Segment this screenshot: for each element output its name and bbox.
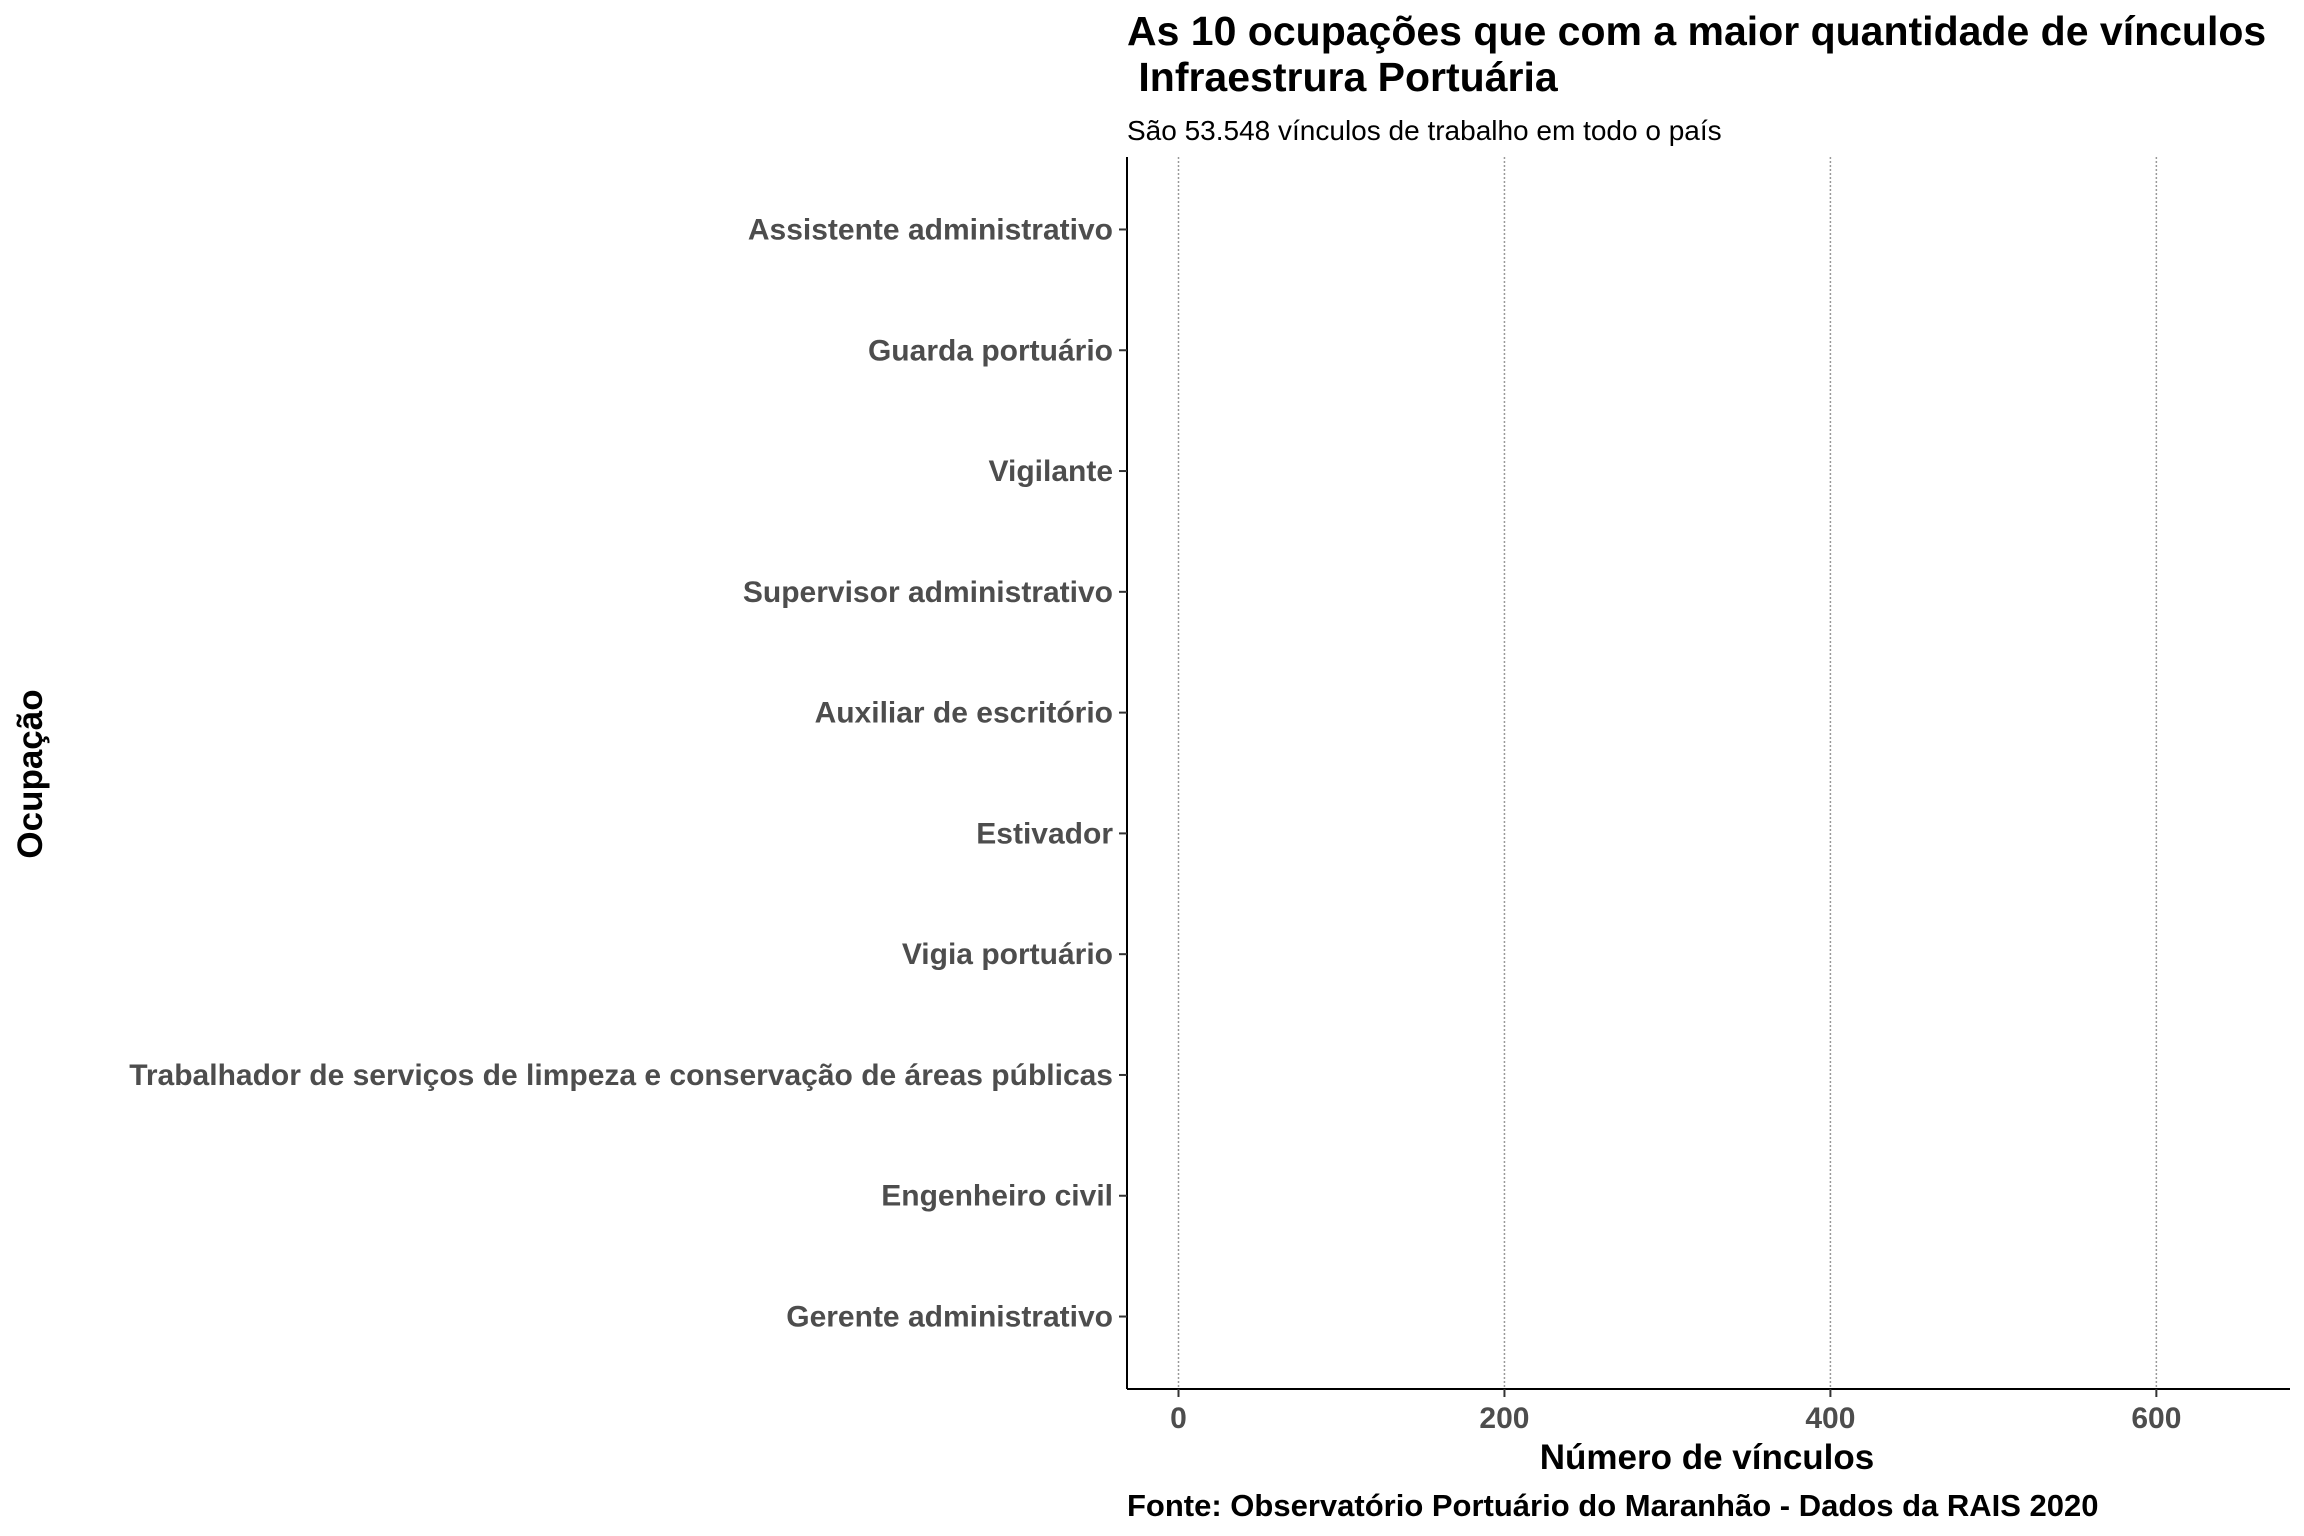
source-note: Fonte: Observatório Portuário do Maranhã…	[1127, 1488, 2099, 1523]
y-axis-title: Ocupação	[11, 689, 50, 858]
x-tick-label: 400	[1805, 1402, 1855, 1435]
y-tick-label: Vigilante	[989, 455, 1113, 488]
y-tick-label: Auxiliar de escritório	[815, 697, 1113, 730]
y-tick-label: Guarda portuário	[868, 334, 1113, 367]
chart-title: As 10 ocupações que com a maior quantida…	[1127, 8, 2267, 100]
y-tick-label: Estivador	[976, 817, 1113, 850]
y-tick-label: Engenheiro civil	[881, 1180, 1113, 1213]
x-tick-label: 600	[2131, 1402, 2181, 1435]
y-tick-label: Trabalhador de serviços de limpeza e con…	[129, 1059, 1113, 1092]
x-tick-label: 200	[1479, 1402, 1529, 1435]
y-tick-label: Assistente administrativo	[748, 213, 1113, 246]
y-tick-label: Supervisor administrativo	[743, 576, 1113, 609]
y-tick-label: Vigia portuário	[902, 938, 1113, 971]
y-tick-label: Gerente administrativo	[786, 1301, 1113, 1334]
x-tick-label: 0	[1170, 1402, 1187, 1435]
x-axis-title: Número de vínculos	[1540, 1438, 1875, 1477]
chart-subtitle: São 53.548 vínculos de trabalho em todo …	[1127, 115, 1722, 146]
